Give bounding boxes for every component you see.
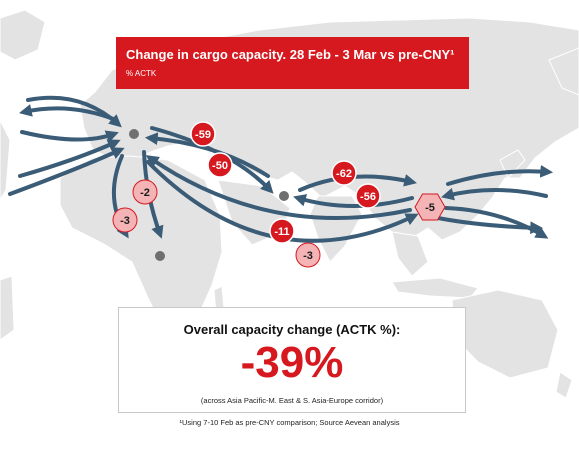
route-value-label: -50	[212, 160, 228, 172]
indonesia-landmass	[391, 277, 479, 299]
south-america-landmass	[0, 275, 15, 341]
flow-arrow-east-4	[436, 216, 544, 235]
route-value-label: -59	[195, 129, 211, 141]
se-asia-landmass	[391, 231, 429, 277]
overall-change-heading: Overall capacity change (ACTK %):	[183, 322, 401, 337]
route-marker-shape	[132, 179, 158, 205]
route-marker: -50	[207, 152, 233, 178]
flow-arrow-west-3	[18, 139, 121, 178]
overall-change-value: -39%	[240, 338, 344, 387]
route-marker: -2	[132, 179, 158, 205]
overall-change-box: Overall capacity change (ACTK %): -39% (…	[118, 307, 466, 413]
route-marker-shape	[331, 160, 357, 186]
greenland-landmass	[0, 9, 46, 61]
africa-hub	[155, 251, 165, 261]
overall-change-note: (across Asia Pacific-M. East & S. Asia-E…	[200, 396, 384, 405]
route-value-label: -3	[303, 250, 313, 262]
route-marker: -62	[331, 160, 357, 186]
chart-subtitle: % ACTK	[126, 69, 157, 78]
title-banner: Change in cargo capacity. 28 Feb - 3 Mar…	[116, 37, 469, 89]
route-marker-shape	[190, 121, 216, 147]
route-marker-shape	[269, 218, 295, 244]
footnote: ¹Using 7-10 Feb as pre-CNY comparison; S…	[179, 418, 400, 427]
route-marker: -5	[414, 193, 446, 221]
chart-title: Change in cargo capacity. 28 Feb - 3 Mar…	[126, 47, 455, 62]
route-marker-shape	[207, 152, 233, 178]
route-value-label: -2	[140, 187, 150, 199]
flow-arrow-eu-me-2	[144, 132, 270, 178]
flow-arrow-cn-eu-1	[145, 155, 412, 220]
flow-arrow-west-2	[20, 130, 119, 143]
route-value-label: -62	[336, 168, 352, 180]
americas-landmass	[0, 119, 11, 201]
flow-arrow-east-1	[446, 164, 554, 186]
route-value-label: -3	[120, 215, 130, 227]
route-marker-shape	[112, 207, 138, 233]
route-marker-shape	[414, 193, 446, 221]
route-value-label: -5	[425, 202, 435, 214]
flow-arrow-me-cn-2	[293, 194, 414, 208]
route-marker: -59	[190, 121, 216, 147]
flow-arrow-west-5	[26, 95, 122, 128]
route-marker-shape	[355, 183, 381, 209]
route-marker: -56	[355, 183, 381, 209]
route-marker-shape	[295, 242, 321, 268]
europe-hub	[129, 129, 139, 139]
alaska-landmass	[548, 47, 579, 96]
middle-east-hub	[279, 191, 289, 201]
route-marker: -3	[295, 242, 321, 268]
route-value-label: -11	[274, 226, 289, 238]
flow-arrow-west-4	[8, 147, 125, 196]
route-marker: -11	[269, 218, 295, 244]
flow-arrow-east-2	[441, 187, 548, 201]
new-zealand-landmass	[555, 371, 573, 399]
australia-landmass	[451, 289, 559, 379]
route-marker: -3	[112, 207, 138, 233]
route-value-label: -56	[360, 191, 376, 203]
